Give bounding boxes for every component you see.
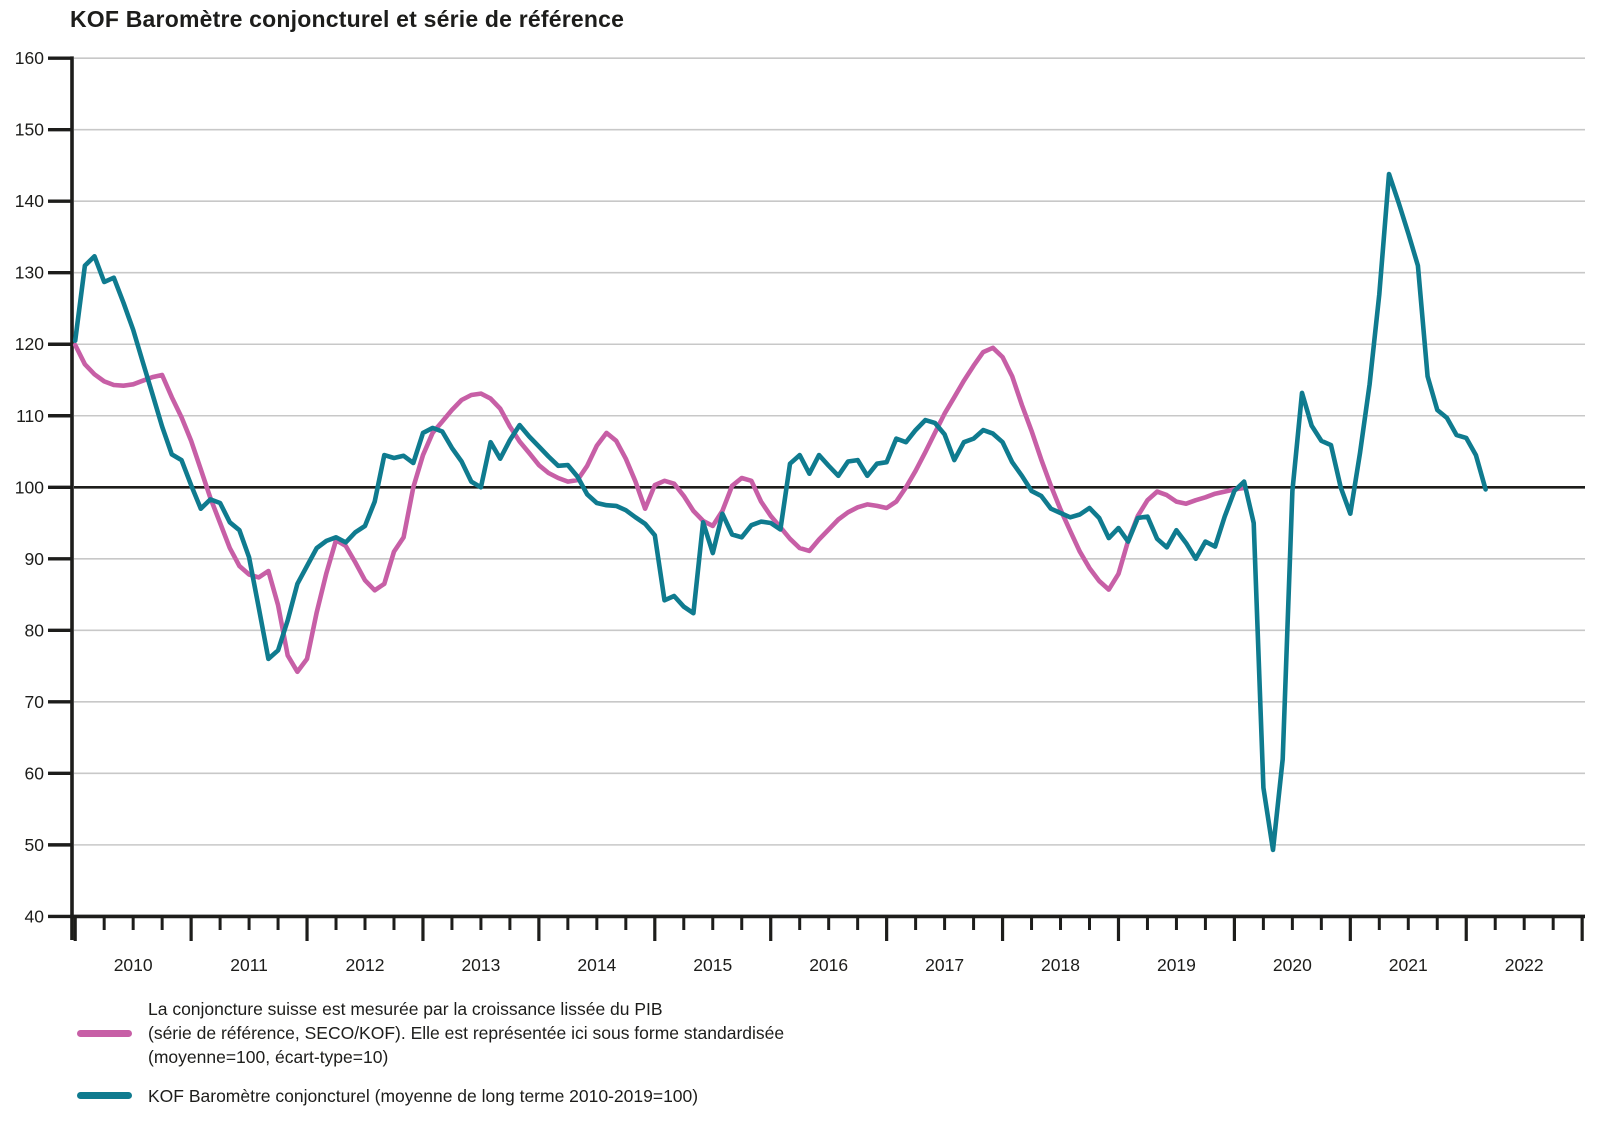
x-axis-year-label: 2022 — [1505, 955, 1544, 975]
chart-title: KOF Baromètre conjoncturel et série de r… — [70, 6, 625, 32]
x-axis-year-label: 2021 — [1389, 955, 1428, 975]
x-axis-year-label: 2019 — [1157, 955, 1196, 975]
x-axis-year-label: 2020 — [1273, 955, 1312, 975]
y-axis-tick-label: 110 — [16, 406, 44, 426]
x-axis-year-label: 2018 — [1041, 955, 1080, 975]
x-axis-year-label: 2013 — [461, 955, 500, 975]
y-axis-tick-label: 50 — [25, 835, 45, 855]
series-line-kof-barometer — [72, 171, 1488, 853]
y-axis-tick-label: 150 — [15, 120, 44, 140]
y-axis-tick-label: 60 — [25, 763, 45, 783]
y-axis-tick-label: 140 — [15, 191, 44, 211]
x-axis-year-label: 2016 — [809, 955, 848, 975]
x-axis-year-label: 2014 — [577, 955, 616, 975]
y-axis-tick-label: 70 — [25, 692, 45, 712]
x-axis-year-label: 2012 — [346, 955, 385, 975]
y-axis-tick-label: 90 — [25, 549, 45, 569]
x-axis-year-label: 2015 — [693, 955, 732, 975]
x-axis-year-label: 2011 — [230, 955, 268, 975]
x-axis-year-label: 2017 — [925, 955, 964, 975]
y-axis-tick-label: 160 — [15, 48, 44, 68]
series-line-reference-series — [72, 342, 1247, 675]
y-axis-tick-label: 130 — [15, 263, 44, 283]
y-axis-tick-label: 80 — [25, 620, 45, 640]
y-axis-tick-label: 120 — [15, 334, 44, 354]
x-axis-year-label: 2010 — [114, 955, 153, 975]
y-axis-tick-label: 100 — [15, 477, 44, 497]
y-axis-tick-label: 40 — [25, 906, 45, 926]
